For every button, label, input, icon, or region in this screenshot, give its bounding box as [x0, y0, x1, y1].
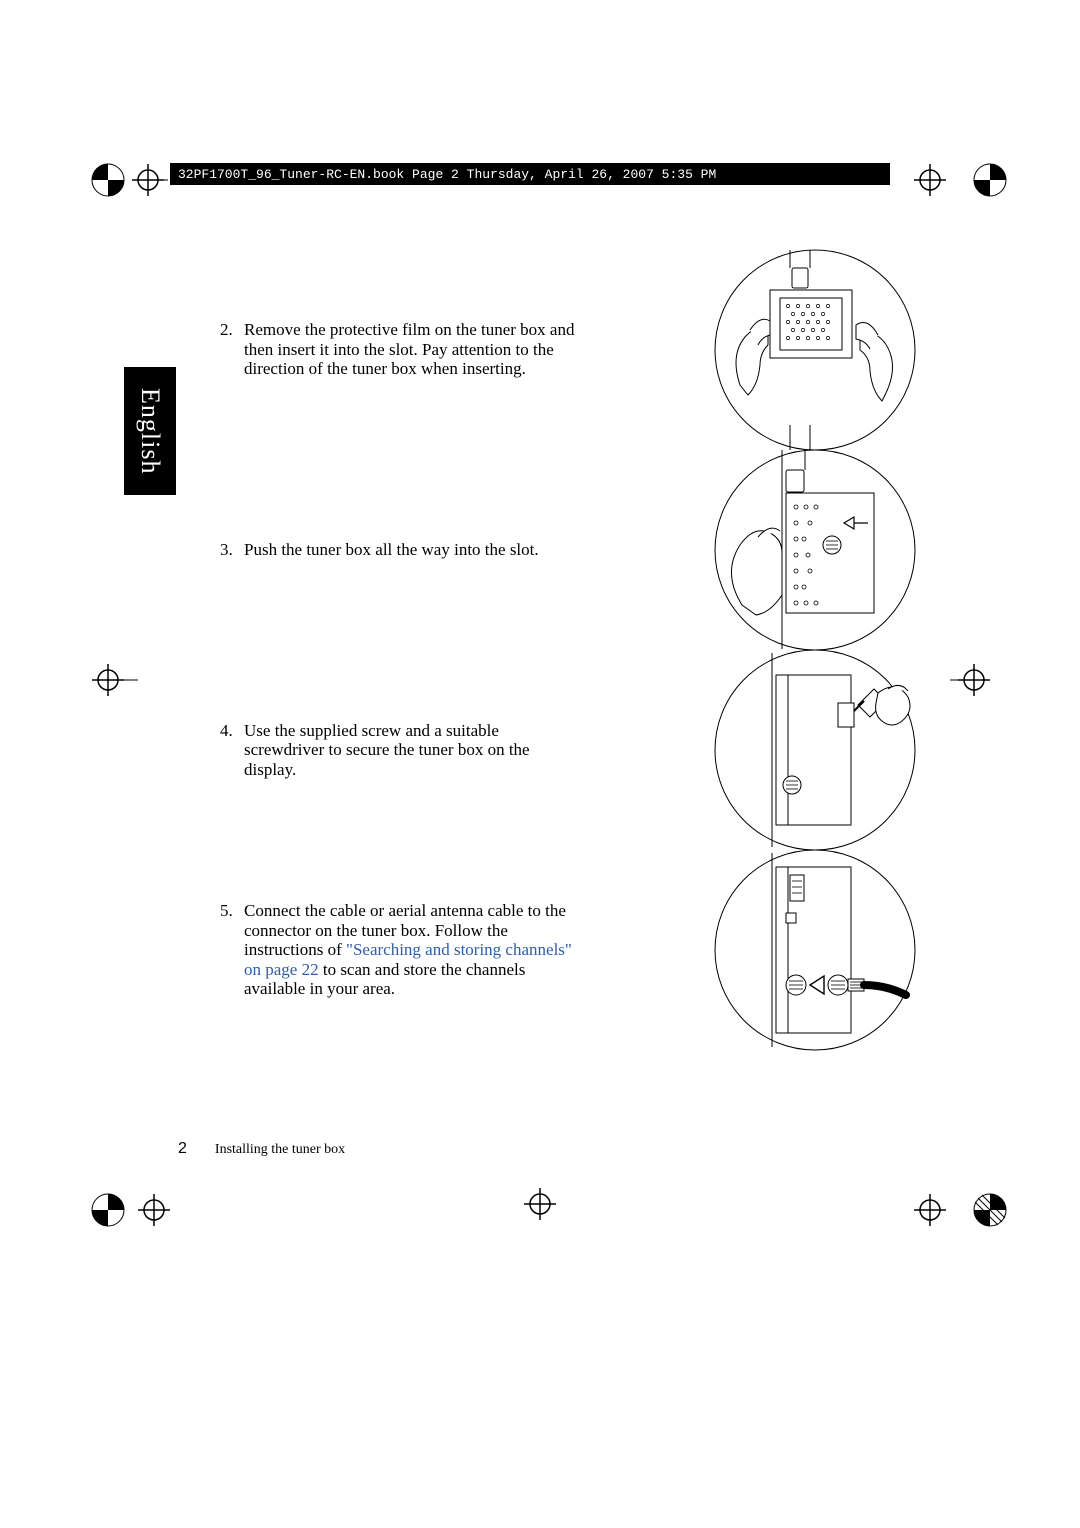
step-5-number: 5.: [220, 901, 244, 999]
step-3: 3. Push the tuner box all the way into t…: [220, 450, 940, 650]
step-3-text: Push the tuner box all the way into the …: [244, 540, 580, 560]
step-3-figure: [690, 450, 940, 650]
step-2: 2. Remove the protective film on the tun…: [220, 250, 940, 450]
page: 32PF1700T_96_Tuner-RC-EN.book Page 2 Thu…: [0, 0, 1080, 1528]
instruction-list: 2. Remove the protective film on the tun…: [220, 250, 940, 1050]
footer: 2 Installing the tuner box: [178, 1140, 345, 1158]
regmark-top-right: [900, 150, 1020, 210]
regmark-right-mid: [950, 660, 1000, 700]
language-tab-label: English: [135, 388, 165, 474]
header-file-info-bar: 32PF1700T_96_Tuner-RC-EN.book Page 2 Thu…: [170, 163, 890, 185]
step-4-number: 4.: [220, 721, 244, 780]
step-3-number: 3.: [220, 540, 244, 560]
footer-section: Installing the tuner box: [215, 1142, 345, 1158]
step-4-text: Use the supplied screw and a suitable sc…: [244, 721, 580, 780]
regmark-bottom-left: [88, 1180, 178, 1240]
regmark-top-left: [88, 150, 168, 210]
step-5-figure: [690, 850, 940, 1050]
regmark-bottom-right: [900, 1180, 1020, 1240]
step-2-figure: [690, 250, 940, 450]
step-4: 4. Use the supplied screw and a suitable…: [220, 650, 940, 850]
step-5-text: Connect the cable or aerial antenna cabl…: [244, 901, 580, 999]
page-number: 2: [178, 1140, 187, 1158]
step-5: 5. Connect the cable or aerial antenna c…: [220, 850, 940, 1050]
regmark-bottom-mid: [520, 1180, 560, 1230]
step-2-text: Remove the protective film on the tuner …: [244, 320, 580, 379]
step-2-number: 2.: [220, 320, 244, 379]
header-file-info: 32PF1700T_96_Tuner-RC-EN.book Page 2 Thu…: [178, 167, 716, 182]
regmark-left-mid: [88, 660, 138, 700]
language-tab: English: [124, 367, 176, 495]
step-4-figure: [690, 650, 940, 850]
